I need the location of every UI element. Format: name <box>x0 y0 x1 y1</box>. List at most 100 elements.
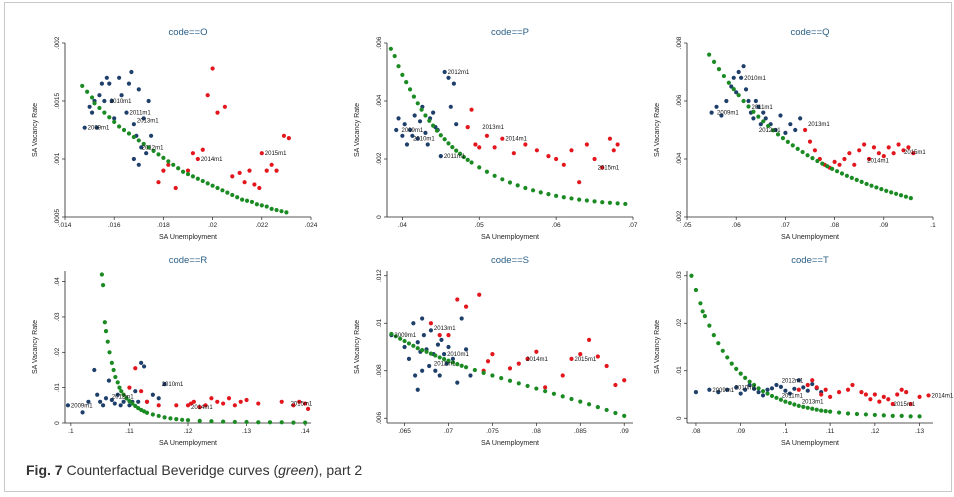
green-point <box>805 405 810 410</box>
x-tick-label: .024 <box>305 222 318 229</box>
red-point <box>144 399 150 404</box>
red-point <box>622 378 627 383</box>
blue-point <box>117 75 122 80</box>
green-point <box>615 201 620 206</box>
blue-point <box>433 368 438 373</box>
red-point <box>592 156 597 162</box>
green-point <box>604 407 609 413</box>
green-point <box>455 362 460 367</box>
red-point <box>237 170 242 176</box>
red-point <box>173 185 178 191</box>
blue-point <box>156 396 161 401</box>
green-point <box>554 193 559 198</box>
red-point <box>166 162 171 167</box>
red-point <box>896 142 901 147</box>
red-point <box>554 156 559 162</box>
green-point <box>450 360 455 365</box>
blue-point <box>407 127 413 133</box>
blue-point <box>411 321 416 326</box>
red-point <box>473 142 478 147</box>
green-point <box>146 145 151 150</box>
green-point <box>884 188 889 193</box>
green-point <box>244 419 249 425</box>
green-point <box>716 67 722 72</box>
blue-point <box>446 75 451 80</box>
green-point <box>530 188 536 193</box>
blue-point <box>450 356 455 361</box>
green-point <box>174 417 179 422</box>
red-point <box>161 168 166 173</box>
point-label: 2010m1 <box>744 76 766 82</box>
y-axis-label: SA Vacancy Rate <box>32 103 39 157</box>
blue-point <box>95 392 100 397</box>
point-label: 2013m1 <box>482 125 504 131</box>
green-point <box>463 365 469 370</box>
blue-point <box>769 386 775 391</box>
red-point <box>257 185 262 191</box>
x-tick-label: .04 <box>398 222 407 229</box>
blue-point <box>743 87 749 92</box>
x-tick-label: .11 <box>125 428 134 435</box>
red-point <box>197 404 202 410</box>
chart-svg: code==O .014 .016 .018 .02 .022 .024 .0005 .001.… <box>32 27 318 241</box>
red-point <box>534 349 539 354</box>
red-point <box>877 399 882 404</box>
y-tick-label: .01 <box>376 318 383 327</box>
green-point <box>438 133 443 138</box>
x-tick-label: .08 <box>691 428 700 435</box>
red-point <box>274 168 279 173</box>
green-point <box>156 413 161 419</box>
green-point <box>561 195 566 200</box>
x-tick-label: .06 <box>732 222 741 229</box>
blue-point <box>758 122 763 127</box>
red-point <box>210 66 215 71</box>
x-tick-label: .11 <box>826 428 835 435</box>
blue-point <box>446 344 451 350</box>
y-tick-label: .006 <box>676 94 683 107</box>
y-tick-label: .02 <box>54 347 61 356</box>
red-point <box>569 148 574 153</box>
green-point <box>437 355 442 360</box>
red-point <box>269 162 274 167</box>
green-point <box>232 419 237 425</box>
point-label: 2015m1 <box>894 402 916 408</box>
blue-point <box>783 388 788 393</box>
red-point <box>477 292 482 297</box>
green-point <box>731 87 736 92</box>
green-point <box>404 80 409 85</box>
point-label: 2015m1 <box>265 151 287 157</box>
red-point <box>595 354 600 359</box>
green-point <box>507 378 513 383</box>
blue-point <box>109 98 114 104</box>
red-point <box>156 403 161 408</box>
blue-point <box>741 64 746 69</box>
green-point <box>839 171 845 176</box>
red-point <box>615 142 620 147</box>
y-tick-label: .001 <box>54 152 61 165</box>
chart-panel-T: code==T .08 .09 .1 .11 .12 .13 0 .01 .02 .03 SA Une… <box>649 253 954 453</box>
green-point <box>115 380 120 385</box>
chart-svg: code==R .1 .11 .12 .13 .14 0 .01 .02 .03 .04 SA Une… <box>32 255 313 447</box>
green-point <box>716 341 721 346</box>
red-point <box>203 403 208 408</box>
green-point <box>711 59 717 64</box>
green-point <box>209 419 214 424</box>
green-point <box>171 162 176 167</box>
green-point <box>766 123 771 129</box>
x-tick-label: .065 <box>398 428 411 435</box>
green-point <box>151 148 156 153</box>
red-point <box>911 151 916 156</box>
green-point <box>112 119 117 124</box>
green-point <box>264 204 269 209</box>
red-point <box>845 387 851 392</box>
green-point <box>92 101 97 106</box>
blue-point <box>753 98 758 104</box>
red-point <box>611 148 616 153</box>
chart-panel-S: code==S .065 .07 .075 .08 .085 .09 .006 .008 .01.… <box>349 253 639 453</box>
green-point <box>849 175 854 180</box>
green-point <box>121 392 126 397</box>
blue-point <box>778 384 784 389</box>
point-label: 2009m1 <box>712 388 734 394</box>
green-point <box>423 113 428 118</box>
point-label: 2010m1 <box>735 385 757 391</box>
